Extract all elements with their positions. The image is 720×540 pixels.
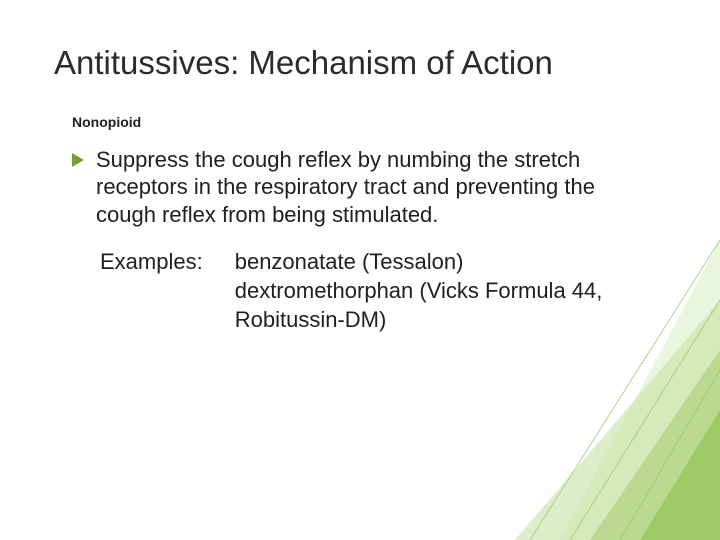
subheading: Nonopioid <box>72 114 670 130</box>
bullet-text: Suppress the cough reflex by numbing the… <box>96 146 656 229</box>
facet-poly <box>590 350 720 540</box>
examples-label: Examples: <box>100 248 203 277</box>
examples-values: benzonatate (Tessalon) dextromethorphan … <box>235 248 603 334</box>
examples-block: Examples: benzonatate (Tessalon) dextrom… <box>100 248 670 334</box>
slide-title: Antitussives: Mechanism of Action <box>54 44 670 82</box>
example-line: dextromethorphan (Vicks Formula 44, <box>235 277 603 306</box>
facet-poly <box>515 300 720 540</box>
example-line: benzonatate (Tessalon) <box>235 248 603 277</box>
facet-poly <box>640 410 720 540</box>
facet-line <box>570 300 720 540</box>
facet-line <box>620 370 720 540</box>
bullet-triangle-icon <box>72 153 84 167</box>
slide: Antitussives: Mechanism of Action Nonopi… <box>0 0 720 540</box>
bullet-item: Suppress the cough reflex by numbing the… <box>72 146 670 229</box>
example-line: Robitussin-DM) <box>235 306 603 335</box>
